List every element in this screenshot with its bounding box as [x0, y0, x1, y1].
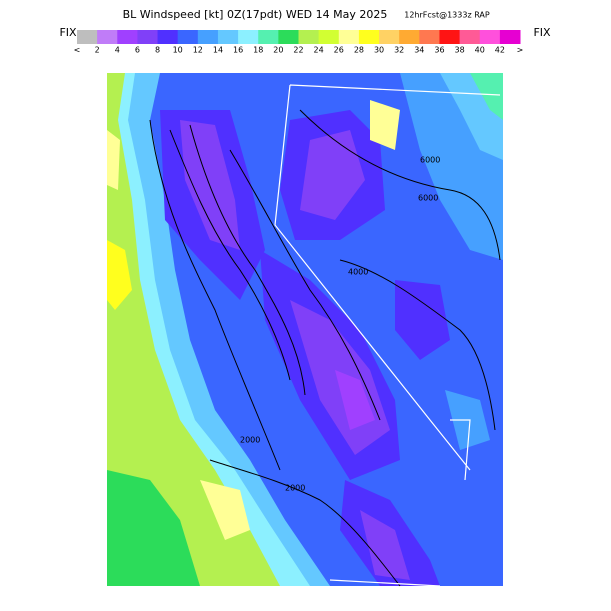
color-swatch [77, 30, 98, 44]
contour [339, 259, 496, 431]
region [300, 130, 365, 220]
contour [209, 459, 401, 587]
colorbar-label: 6 [135, 46, 140, 55]
color-swatch [298, 30, 320, 44]
region [335, 370, 375, 430]
fix-left: FIX [59, 26, 77, 39]
colorbar-label: > [517, 46, 524, 55]
colorbar-label: 4 [115, 46, 120, 55]
color-swatch [338, 30, 360, 44]
color-swatch [399, 30, 420, 44]
colorbar-label: 14 [213, 46, 223, 55]
color-swatch [439, 30, 461, 44]
color-swatch [197, 30, 219, 44]
state-border [274, 84, 501, 587]
contour-label: 6000 [418, 194, 438, 203]
color-swatch [358, 30, 380, 44]
color-swatch [278, 30, 299, 44]
colorbar-label: 30 [374, 46, 384, 55]
colorbar-label: 32 [394, 46, 404, 55]
contour-label: 6000 [420, 156, 440, 165]
color-swatch [318, 30, 340, 44]
color-swatch [238, 30, 259, 44]
contour-label: 2000 [240, 436, 260, 445]
colorbar-label: 26 [334, 46, 344, 55]
contour-label: 2000 [285, 484, 305, 493]
region [107, 73, 280, 586]
title: BL Windspeed [kt] 0Z(17pdt) WED 14 May 2… [123, 8, 388, 21]
fix-right: FIX [533, 26, 551, 39]
colorbar-label: 40 [475, 46, 485, 55]
region [200, 480, 250, 540]
color-swatch [217, 30, 239, 44]
contour [169, 129, 291, 381]
colorbar-label: 36 [434, 46, 444, 55]
color-swatch [419, 30, 440, 44]
colorbar-label: 8 [155, 46, 160, 55]
color-swatch [459, 30, 481, 44]
colorbar-label: < [74, 46, 81, 55]
colorbar-label: 24 [314, 46, 324, 55]
map: 6000 6000 4000 2000 2000 [107, 73, 503, 587]
contour [299, 109, 501, 261]
color-swatch [97, 30, 118, 44]
region [107, 130, 120, 190]
colorbar-label: 20 [273, 46, 283, 55]
color-swatch [379, 30, 400, 44]
colorbar-label: 28 [354, 46, 364, 55]
forecast-label: 12hrFcst@1333z RAP [404, 11, 490, 20]
contour-label: 4000 [348, 268, 368, 277]
colorbar-label: 2 [95, 46, 100, 55]
colorbar-label: 18 [253, 46, 263, 55]
colorbar-label: 16 [233, 46, 243, 55]
colorbar: <2 4 6 8 10 12 14 16 18 20 22 24 26 28 30 32 34 36 38 40 42 > [74, 30, 524, 55]
colorbar-label: 34 [414, 46, 424, 55]
contour [229, 149, 381, 421]
region [470, 73, 503, 120]
colorbar-label: 10 [173, 46, 183, 55]
contour [189, 124, 306, 396]
region [107, 240, 132, 310]
colorbar-label: 12 [193, 46, 203, 55]
color-swatch [137, 30, 159, 44]
color-swatch [499, 30, 521, 44]
colorbar-label: 22 [293, 46, 303, 55]
contour [149, 119, 281, 471]
color-swatch [258, 30, 279, 44]
region [370, 100, 400, 150]
color-swatch [157, 30, 179, 44]
region [107, 470, 200, 586]
color-swatch [479, 30, 501, 44]
color-swatch [117, 30, 138, 44]
region [360, 510, 410, 580]
color-swatch [177, 30, 199, 44]
region [395, 280, 450, 360]
colorbar-label: 38 [454, 46, 464, 55]
colorbar-label: 42 [495, 46, 505, 55]
